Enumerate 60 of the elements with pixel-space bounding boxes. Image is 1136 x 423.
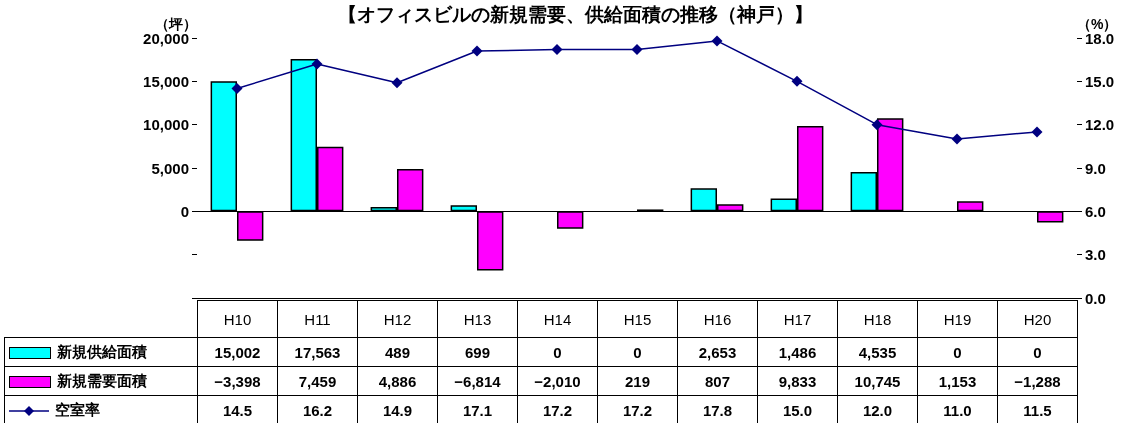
y-tick-label: 0 — [180, 202, 189, 220]
x-tick-label: H14 — [517, 300, 598, 338]
y-tick-label: 5,000 — [151, 159, 189, 177]
x-tick-label: H18 — [837, 300, 918, 338]
data-label: 11.5 — [997, 395, 1078, 423]
y2-tick-label: 12.0 — [1085, 116, 1115, 134]
y-tick-label: 10,000 — [143, 116, 189, 134]
y2-tick-label: 6.0 — [1085, 202, 1106, 220]
x-tick-label: H15 — [597, 300, 678, 338]
x-tick-label: H19 — [917, 300, 998, 338]
data-label: 10,745 — [837, 366, 918, 396]
x-tick-label: H11 — [277, 300, 358, 338]
data-label: 489 — [357, 337, 438, 367]
y2-tick-label: 15.0 — [1085, 72, 1115, 90]
data-label: 4,886 — [357, 366, 438, 396]
y2-tick-label: 3.0 — [1085, 246, 1106, 264]
x-tick-label: H12 — [357, 300, 438, 338]
legend-label: 空室率 — [4, 395, 198, 423]
data-label: −3,398 — [197, 366, 278, 396]
x-tick-label: H13 — [437, 300, 518, 338]
data-label: 0 — [997, 337, 1078, 367]
data-label: 15,002 — [197, 337, 278, 367]
data-label: −1,288 — [997, 366, 1078, 396]
y-tick-label: 15,000 — [143, 72, 189, 90]
y2-tick-label: 9.0 — [1085, 159, 1106, 177]
data-label: 219 — [597, 366, 678, 396]
chart-title: 【オフィスビルの新規需要、供給面積の推移（神戸）】 — [337, 4, 813, 25]
data-label: 699 — [437, 337, 518, 367]
x-tick-label: H17 — [757, 300, 838, 338]
y2-tick-label: 0.0 — [1085, 289, 1106, 307]
data-label: 12.0 — [837, 395, 918, 423]
x-tick-label: H10 — [197, 300, 278, 338]
data-label: 17.8 — [677, 395, 758, 423]
data-label: 17.2 — [517, 395, 598, 423]
data-label: 7,459 — [277, 366, 358, 396]
data-label: 15.0 — [757, 395, 838, 423]
data-label: 11.0 — [917, 395, 998, 423]
data-label: 807 — [677, 366, 758, 396]
data-label: 4,535 — [837, 337, 918, 367]
data-label: 2,653 — [677, 337, 758, 367]
data-label: 0 — [917, 337, 998, 367]
data-label: 14.5 — [197, 395, 278, 423]
data-label: 17.1 — [437, 395, 518, 423]
x-tick-label: H20 — [997, 300, 1078, 338]
data-label: 9,833 — [757, 366, 838, 396]
data-label: 0 — [597, 337, 678, 367]
data-label: 1,153 — [917, 366, 998, 396]
y-axis-title: （坪） — [155, 15, 197, 32]
data-label: 14.9 — [357, 395, 438, 423]
data-label: 0 — [517, 337, 598, 367]
data-label: 16.2 — [277, 395, 358, 423]
legend-label: 新規需要面積 — [4, 366, 198, 396]
data-label: 1,486 — [757, 337, 838, 367]
legend-label: 新規供給面積 — [4, 337, 198, 367]
data-label: −6,814 — [437, 366, 518, 396]
data-label: −2,010 — [517, 366, 598, 396]
data-label: 17,563 — [277, 337, 358, 367]
data-label: 17.2 — [597, 395, 678, 423]
x-tick-label: H16 — [677, 300, 758, 338]
y2-axis-title: （%） — [1077, 15, 1118, 32]
